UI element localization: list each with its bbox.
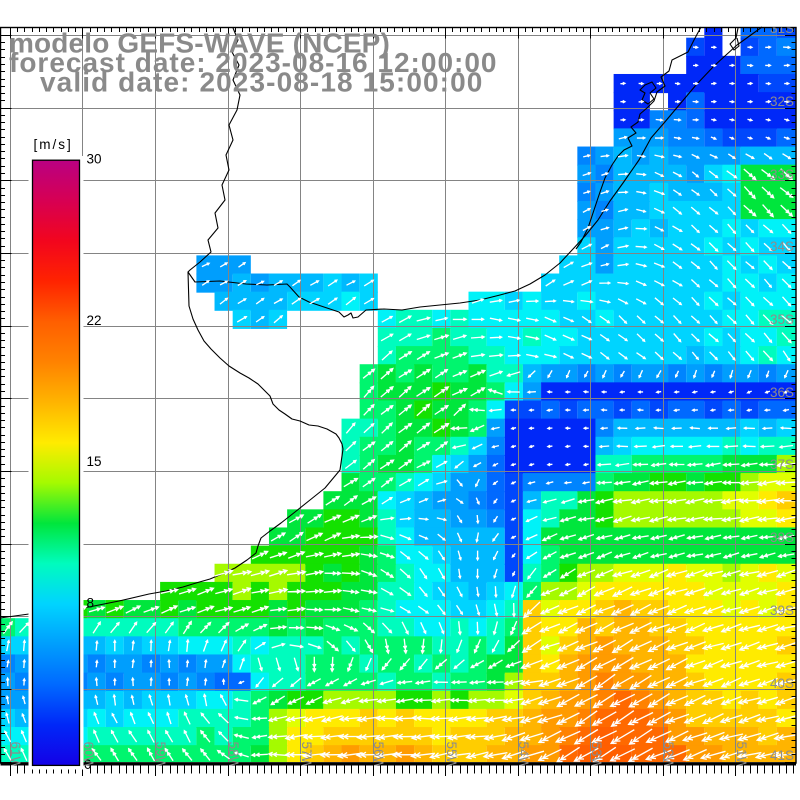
svg-text:37S: 37S [770,457,794,472]
svg-text:61W: 61W [8,742,23,770]
svg-text:60W: 60W [81,742,96,770]
svg-text:41S: 41S [770,748,794,763]
svg-text:0: 0 [84,757,92,772]
svg-text:52W: 52W [661,742,676,770]
svg-text:38S: 38S [770,530,794,545]
svg-text:39S: 39S [770,603,794,618]
svg-text:58W: 58W [226,742,241,770]
svg-text:40S: 40S [770,676,794,691]
svg-text:valid date: 2023-08-18 15:00:0: valid date: 2023-08-18 15:00:00 [40,66,483,97]
svg-text:forecast date: 2023-08-16 12:0: forecast date: 2023-08-16 12:00:00 [9,47,497,78]
svg-text:56W: 56W [371,742,386,770]
svg-text:55W: 55W [444,742,459,770]
svg-text:8: 8 [87,595,95,610]
svg-text:15: 15 [87,454,102,469]
svg-text:59W: 59W [153,742,168,770]
svg-text:31S: 31S [770,21,794,36]
svg-text:57W: 57W [299,742,314,770]
svg-text:54W: 54W [516,742,531,770]
svg-text:22: 22 [87,313,102,328]
svg-text:53W: 53W [589,742,604,770]
svg-text:35S: 35S [770,312,794,327]
svg-text:30: 30 [87,152,102,167]
svg-text:33S: 33S [770,167,794,182]
svg-text:51W: 51W [734,742,749,770]
svg-text:36S: 36S [770,385,794,400]
svg-text:34S: 34S [770,239,794,254]
svg-text:32S: 32S [770,94,794,109]
svg-text:modelo GEFS-WAVE (NCEP): modelo GEFS-WAVE (NCEP) [9,28,390,59]
svg-text:[m/s]: [m/s] [34,137,73,152]
